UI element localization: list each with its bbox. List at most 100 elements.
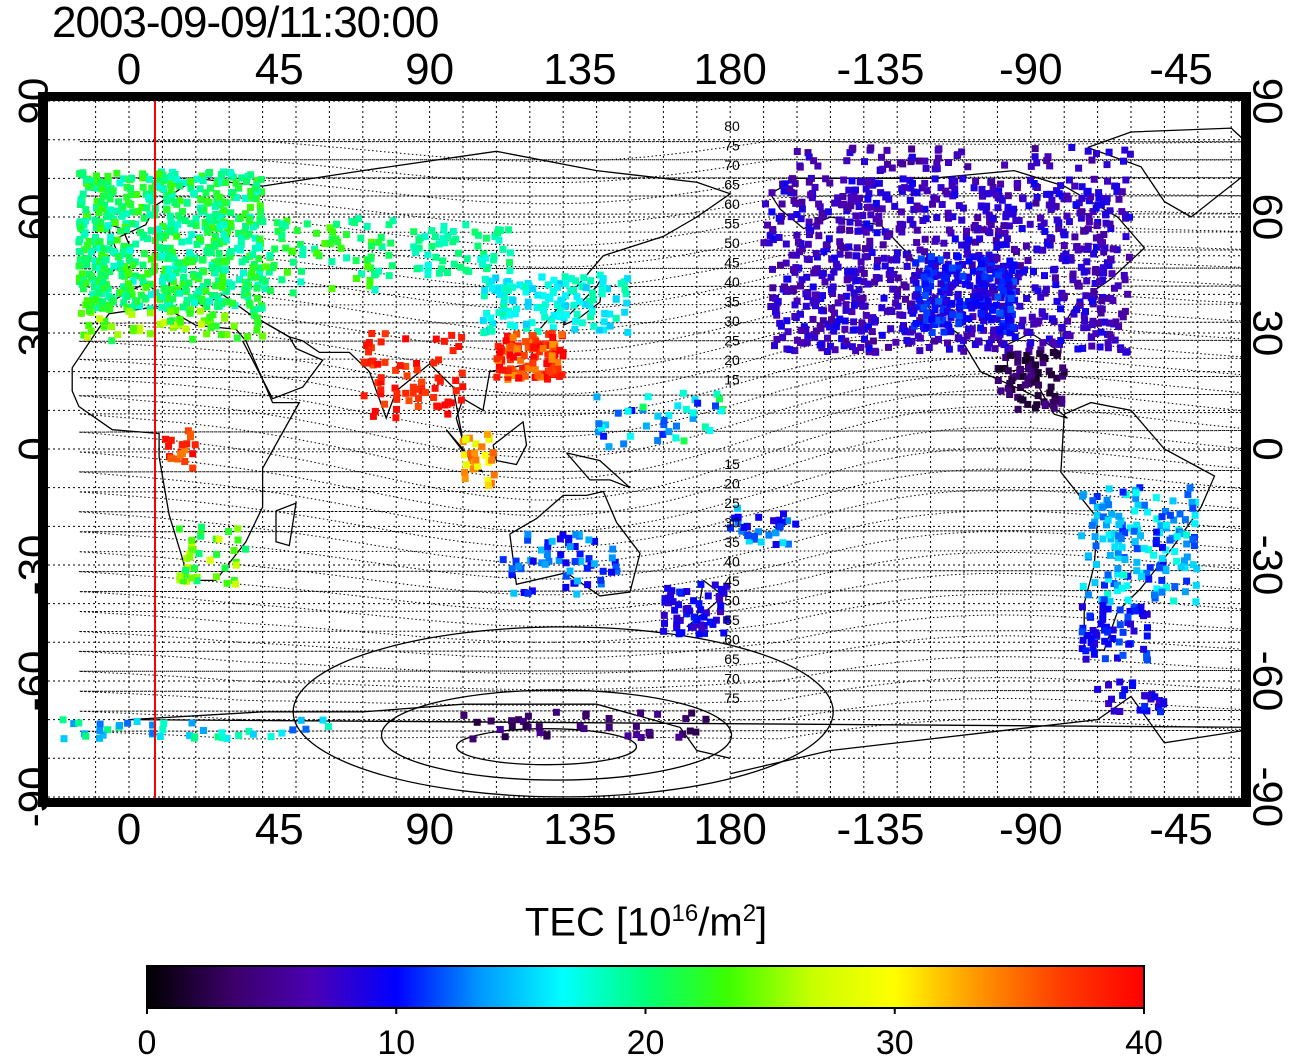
tec-cell	[212, 215, 220, 223]
tec-cell	[212, 573, 220, 581]
tec-cell	[80, 255, 88, 263]
tec-cell	[841, 244, 849, 252]
tec-cell	[1101, 626, 1108, 634]
tec-cell	[216, 213, 224, 221]
tec-cell	[93, 204, 101, 212]
tec-cell	[1085, 218, 1093, 225]
tec-cell	[78, 270, 86, 278]
tec-cell	[1014, 179, 1022, 187]
tec-cell	[923, 314, 931, 322]
tec-cell	[912, 291, 920, 299]
tec-cell	[83, 176, 91, 184]
tec-cell	[639, 403, 647, 411]
tec-cell	[1121, 529, 1129, 537]
tec-cell	[457, 396, 465, 404]
tec-cell	[999, 302, 1007, 310]
tec-cell	[922, 324, 930, 331]
tec-cell	[585, 555, 593, 563]
tec-cell	[1059, 228, 1067, 236]
tec-cell	[145, 175, 153, 183]
tec-cell	[588, 308, 596, 315]
tec-cell	[617, 280, 625, 288]
tec-cell	[438, 265, 445, 273]
tec-cell	[784, 328, 792, 336]
tec-cell	[271, 245, 279, 253]
tec-cell	[206, 184, 214, 192]
tec-cell	[1082, 655, 1090, 663]
tec-cell	[117, 264, 125, 272]
tec-cell	[783, 286, 791, 294]
tec-cell	[809, 283, 817, 291]
tec-cell	[1108, 270, 1116, 278]
tec-cell	[1126, 607, 1134, 615]
tec-cell	[1110, 707, 1118, 715]
tec-cell	[786, 346, 794, 354]
tec-cell	[1043, 157, 1051, 165]
tec-cell	[223, 579, 231, 587]
tec-cell	[908, 145, 916, 153]
tec-cell	[1118, 188, 1126, 196]
tec-cell	[878, 205, 886, 213]
tec-cell	[482, 234, 490, 242]
tec-cell	[997, 180, 1005, 188]
tec-cell	[1004, 384, 1012, 392]
tec-cell	[1163, 583, 1170, 591]
tec-cell	[782, 259, 790, 267]
tec-cell	[409, 383, 417, 391]
tec-cell	[797, 282, 804, 290]
tec-cell	[1115, 323, 1123, 331]
tec-cell	[832, 323, 840, 331]
tec-cell	[552, 708, 560, 716]
tec-cell	[402, 389, 410, 397]
tec-cell	[366, 276, 374, 284]
tec-cell	[519, 364, 527, 372]
tec-cell	[222, 179, 230, 187]
tec-cell	[1114, 554, 1122, 562]
tec-cell	[720, 589, 728, 597]
tec-cell	[414, 403, 422, 410]
tec-cell	[867, 144, 875, 152]
tec-cell	[539, 292, 547, 300]
tec-cell	[1039, 339, 1047, 347]
tec-cell	[943, 251, 951, 259]
tec-cell	[163, 206, 171, 214]
tec-cell	[792, 251, 800, 259]
tec-cell	[213, 180, 221, 188]
tec-cell	[329, 228, 336, 236]
tec-cell	[173, 285, 181, 293]
tec-cell	[1102, 219, 1110, 227]
tec-cell	[885, 343, 892, 351]
tec-cell	[1032, 361, 1039, 369]
tec-cell	[167, 186, 175, 194]
tec-cell	[939, 309, 947, 317]
tec-cell	[769, 265, 776, 273]
tec-cell	[433, 402, 441, 410]
right-lat-label: -90	[1245, 767, 1292, 828]
tec-cell	[614, 409, 622, 417]
tec-cell	[113, 169, 121, 177]
tec-cell	[523, 324, 531, 332]
tec-cell	[606, 310, 614, 318]
tec-cell	[138, 274, 146, 282]
tec-cell	[1102, 294, 1110, 302]
tec-cell	[1033, 245, 1041, 253]
tec-cell	[1181, 557, 1188, 565]
tec-cell	[1161, 565, 1169, 573]
tec-cell	[525, 339, 533, 347]
tec-cell	[791, 347, 799, 355]
tec-cell	[778, 518, 786, 526]
tec-cell	[894, 302, 902, 310]
tec-cell	[103, 213, 111, 221]
tec-cell	[1011, 333, 1019, 341]
tec-cell	[965, 325, 972, 333]
tec-cell	[203, 330, 211, 338]
tec-cell	[99, 192, 107, 200]
tec-cell	[1078, 532, 1086, 540]
tec-cell	[791, 313, 799, 320]
tec-cell	[245, 281, 252, 289]
tec-cell	[501, 733, 509, 741]
tec-cell	[981, 273, 989, 281]
tec-cell	[953, 152, 961, 159]
tec-cell	[244, 333, 251, 341]
tec-cell	[149, 729, 157, 737]
